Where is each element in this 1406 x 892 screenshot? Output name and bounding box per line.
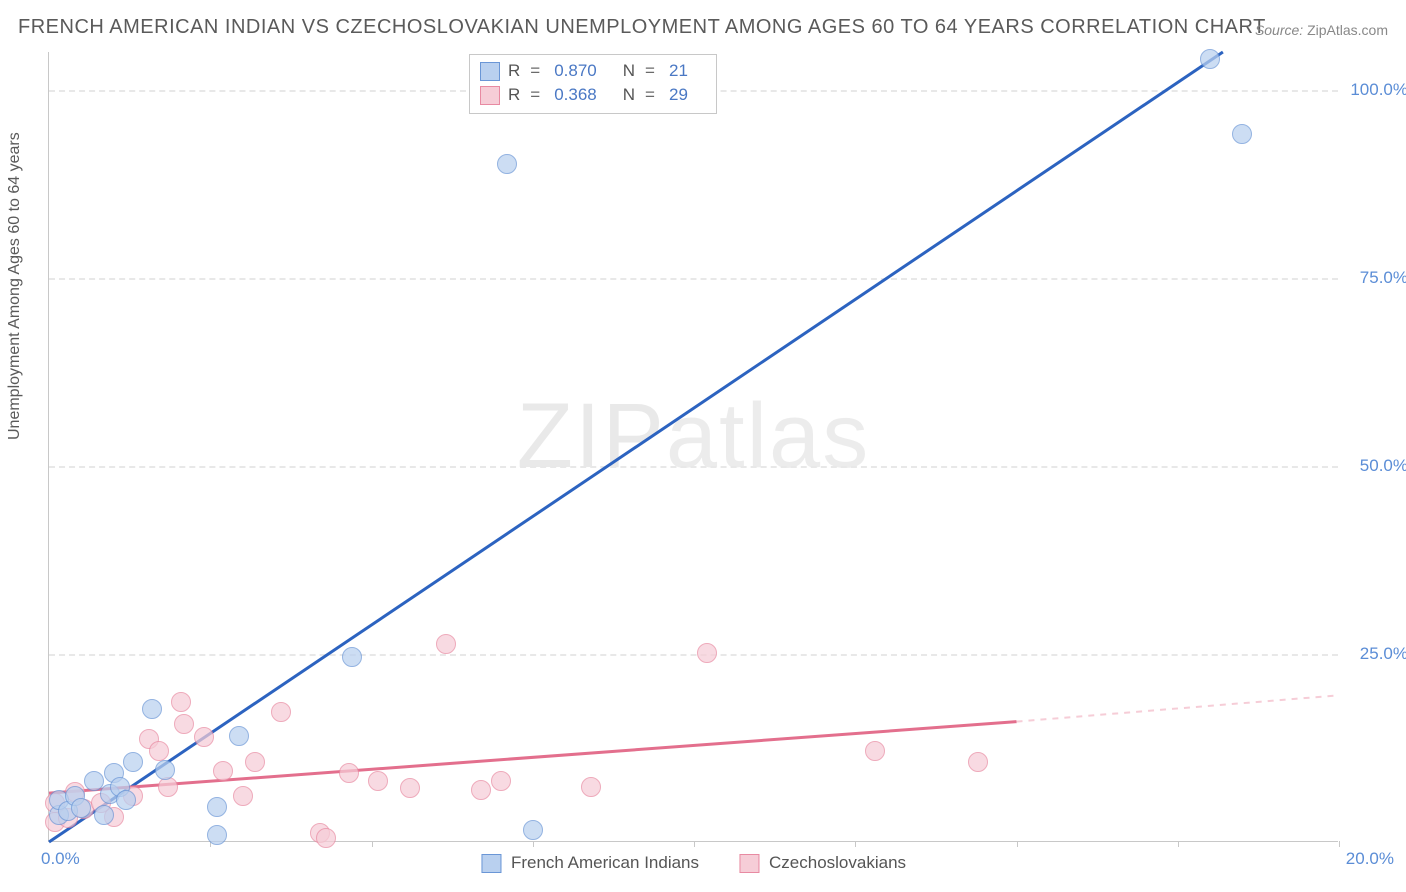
n-label: N	[623, 85, 635, 105]
data-point-blue	[155, 760, 175, 780]
data-point-pink	[339, 763, 359, 783]
data-point-blue	[207, 825, 227, 845]
data-point-blue	[342, 647, 362, 667]
legend-row-blue: R = 0.870 N = 21	[480, 59, 706, 83]
x-tick-mark	[694, 841, 695, 847]
n-value-pink: 29	[669, 85, 688, 105]
legend-item-blue: French American Indians	[481, 853, 699, 873]
equals-sign: =	[530, 61, 540, 81]
data-point-pink	[697, 643, 717, 663]
r-label: R	[508, 61, 520, 81]
data-point-blue	[523, 820, 543, 840]
data-point-blue	[71, 798, 91, 818]
legend-label-pink: Czechoslovakians	[769, 853, 906, 873]
data-point-pink	[865, 741, 885, 761]
data-point-pink	[581, 777, 601, 797]
data-point-pink	[491, 771, 511, 791]
data-point-pink	[316, 828, 336, 848]
swatch-blue	[480, 62, 500, 81]
data-point-blue	[116, 790, 136, 810]
swatch-blue	[481, 854, 501, 873]
data-point-pink	[400, 778, 420, 798]
legend-row-pink: R = 0.368 N = 29	[480, 83, 706, 107]
equals-sign: =	[530, 85, 540, 105]
data-point-blue	[1200, 49, 1220, 69]
data-point-pink	[245, 752, 265, 772]
trend-line-pink-extrapolated	[1017, 695, 1340, 721]
x-tick-mark	[855, 841, 856, 847]
data-point-pink	[171, 692, 191, 712]
trend-line-blue	[49, 52, 1223, 842]
data-point-blue	[142, 699, 162, 719]
chart-title: FRENCH AMERICAN INDIAN VS CZECHOSLOVAKIA…	[18, 16, 1266, 39]
legend-label-blue: French American Indians	[511, 853, 699, 873]
data-point-pink	[271, 702, 291, 722]
data-point-pink	[174, 714, 194, 734]
equals-sign: =	[645, 85, 655, 105]
data-point-pink	[968, 752, 988, 772]
plot-area: ZIPatlas 25.0%50.0%75.0%100.0% R = 0.870…	[48, 52, 1338, 842]
x-tick-mark	[1178, 841, 1179, 847]
legend-item-pink: Czechoslovakians	[739, 853, 906, 873]
data-point-blue	[229, 726, 249, 746]
data-point-pink	[471, 780, 491, 800]
swatch-pink	[480, 86, 500, 105]
swatch-pink	[739, 854, 759, 873]
trend-lines-layer	[49, 52, 1338, 841]
x-tick-mark	[1339, 841, 1340, 847]
data-point-blue	[1232, 124, 1252, 144]
source-label: Source:	[1255, 22, 1303, 38]
series-legend: French American Indians Czechoslovakians	[481, 853, 906, 873]
data-point-pink	[436, 634, 456, 654]
data-point-blue	[94, 805, 114, 825]
data-point-blue	[497, 154, 517, 174]
source-value: ZipAtlas.com	[1307, 22, 1388, 38]
n-value-blue: 21	[669, 61, 688, 81]
r-value-blue: 0.870	[554, 61, 597, 81]
r-label: R	[508, 85, 520, 105]
x-axis-end-label: 20.0%	[1346, 849, 1394, 869]
x-axis-origin-label: 0.0%	[41, 849, 80, 869]
equals-sign: =	[645, 61, 655, 81]
data-point-pink	[194, 727, 214, 747]
data-point-pink	[158, 777, 178, 797]
y-tick-label: 50.0%	[1348, 456, 1406, 476]
source-attribution: Source: ZipAtlas.com	[1255, 22, 1388, 38]
y-tick-label: 100.0%	[1348, 80, 1406, 100]
data-point-pink	[213, 761, 233, 781]
data-point-pink	[233, 786, 253, 806]
data-point-blue	[207, 797, 227, 817]
data-point-blue	[123, 752, 143, 772]
r-value-pink: 0.368	[554, 85, 597, 105]
x-tick-mark	[372, 841, 373, 847]
data-point-pink	[368, 771, 388, 791]
y-tick-label: 25.0%	[1348, 644, 1406, 664]
n-label: N	[623, 61, 635, 81]
x-tick-mark	[1017, 841, 1018, 847]
data-point-pink	[149, 741, 169, 761]
y-axis-label: Unemployment Among Ages 60 to 64 years	[6, 132, 24, 440]
correlation-legend: R = 0.870 N = 21 R = 0.368 N = 29	[469, 54, 717, 114]
y-tick-label: 75.0%	[1348, 268, 1406, 288]
x-tick-mark	[533, 841, 534, 847]
